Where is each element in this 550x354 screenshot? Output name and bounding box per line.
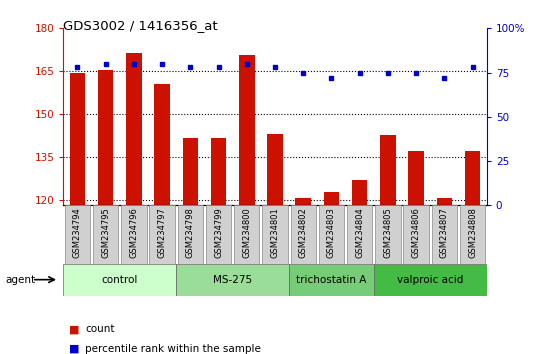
- Text: GSM234796: GSM234796: [129, 207, 139, 258]
- Bar: [380, 135, 395, 205]
- Text: GSM234806: GSM234806: [411, 207, 421, 258]
- Bar: [176, 264, 289, 296]
- Text: count: count: [85, 324, 115, 334]
- Text: valproic acid: valproic acid: [397, 275, 464, 285]
- Bar: [183, 138, 198, 205]
- Text: ■: ■: [69, 344, 79, 354]
- Text: ■: ■: [69, 324, 79, 334]
- Bar: [432, 205, 457, 264]
- Bar: [404, 205, 429, 264]
- Bar: [239, 56, 255, 205]
- Bar: [178, 205, 203, 264]
- Bar: [211, 138, 226, 205]
- Text: GSM234807: GSM234807: [440, 207, 449, 258]
- Bar: [155, 84, 170, 205]
- Bar: [460, 205, 485, 264]
- Bar: [289, 264, 374, 296]
- Bar: [150, 205, 175, 264]
- Text: GDS3002 / 1416356_at: GDS3002 / 1416356_at: [63, 19, 218, 33]
- Bar: [324, 193, 339, 205]
- Bar: [93, 205, 118, 264]
- Text: GSM234794: GSM234794: [73, 207, 82, 258]
- Text: GSM234801: GSM234801: [271, 207, 279, 258]
- Bar: [375, 205, 400, 264]
- Text: GSM234798: GSM234798: [186, 207, 195, 258]
- Bar: [206, 205, 231, 264]
- Bar: [409, 151, 424, 205]
- Bar: [70, 73, 85, 205]
- Text: trichostatin A: trichostatin A: [296, 275, 367, 285]
- Bar: [437, 198, 452, 205]
- Text: GSM234800: GSM234800: [242, 207, 251, 258]
- Bar: [465, 151, 480, 205]
- Text: GSM234802: GSM234802: [299, 207, 308, 258]
- Bar: [267, 134, 283, 205]
- Text: GSM234808: GSM234808: [468, 207, 477, 258]
- Text: GSM234805: GSM234805: [383, 207, 393, 258]
- Text: MS-275: MS-275: [213, 275, 252, 285]
- Bar: [262, 205, 288, 264]
- Bar: [295, 198, 311, 205]
- Bar: [319, 205, 344, 264]
- Text: control: control: [102, 275, 138, 285]
- Bar: [98, 70, 113, 205]
- Bar: [63, 264, 176, 296]
- Bar: [347, 205, 372, 264]
- Text: GSM234795: GSM234795: [101, 207, 110, 258]
- Bar: [234, 205, 260, 264]
- Text: GSM234803: GSM234803: [327, 207, 336, 258]
- Bar: [290, 205, 316, 264]
- Text: GSM234797: GSM234797: [157, 207, 167, 258]
- Text: GSM234799: GSM234799: [214, 207, 223, 258]
- Bar: [121, 205, 146, 264]
- Bar: [65, 205, 90, 264]
- Text: agent: agent: [6, 275, 36, 285]
- Bar: [352, 179, 367, 205]
- Bar: [126, 53, 141, 205]
- Text: percentile rank within the sample: percentile rank within the sample: [85, 344, 261, 354]
- Text: GSM234804: GSM234804: [355, 207, 364, 258]
- Bar: [374, 264, 487, 296]
